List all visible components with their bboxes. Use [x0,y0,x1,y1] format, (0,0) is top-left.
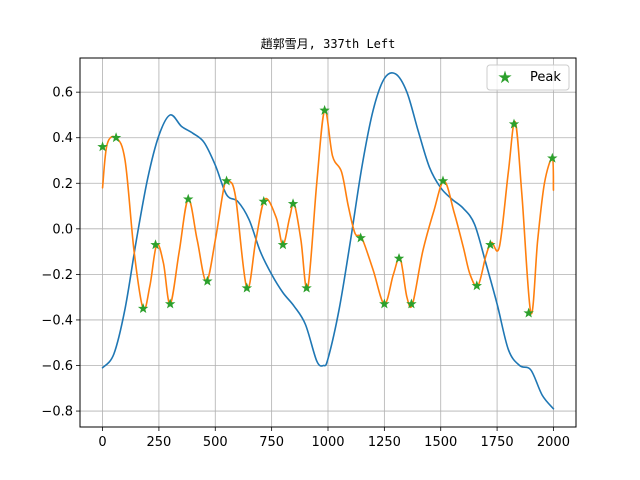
y-tick-label: −0.2 [41,268,73,283]
peak-marker [508,118,520,129]
peak-marker [287,198,299,209]
x-tick-label: 250 [146,435,171,450]
x-tick-label: 0 [98,435,106,450]
x-tick-label: 1750 [481,435,514,450]
y-tick-label: 0.2 [52,177,73,192]
peak-marker [393,252,405,263]
grid [80,58,576,427]
chart-title: 趙郭雪月, 337th Left [261,36,396,51]
x-tick-label: 1250 [368,435,401,450]
peak-marker [277,239,289,250]
y-axis: −0.8 −0.6 −0.4 −0.2 0.0 0.2 0.4 0.6 [41,86,80,420]
y-tick-label: −0.4 [41,313,73,328]
x-axis: 0 250 500 750 1000 1250 1500 1750 2000 [98,427,570,450]
x-tick-label: 1000 [311,435,344,450]
peak-marker [485,239,496,250]
peak-marker [471,280,483,291]
peak-marker [258,196,269,206]
legend: Peak [486,64,570,91]
peak-marker [164,298,176,309]
peak-marker [319,104,330,115]
peak-marker [183,193,194,204]
y-tick-label: 0.4 [52,131,73,146]
x-tick-label: 500 [203,435,228,450]
y-tick-label: 0.0 [52,222,73,237]
legend-label-peak: Peak [530,70,561,85]
peak-markers [97,104,558,318]
peak-marker [406,298,417,309]
peak-marker [547,152,558,163]
peak-marker [137,303,149,313]
y-tick-label: 0.6 [52,86,73,101]
peak-marker [523,307,534,318]
series-line-1 [101,71,555,410]
x-tick-label: 2000 [537,435,570,450]
y-tick-label: −0.8 [41,405,73,420]
peak-marker [97,141,108,152]
peak-marker [355,232,366,243]
x-tick-label: 1500 [424,435,457,450]
peak-marker [301,282,312,293]
peak-marker [202,275,213,286]
peak-marker [379,298,390,309]
y-tick-label: −0.6 [41,359,73,374]
legend-box [486,64,570,91]
x-tick-label: 750 [259,435,284,450]
peak-marker [221,175,232,186]
peak-marker [110,132,122,143]
peak-marker [241,282,253,293]
peak-marker [437,175,449,186]
legend-star-icon [498,70,512,84]
peak-marker [150,239,161,250]
